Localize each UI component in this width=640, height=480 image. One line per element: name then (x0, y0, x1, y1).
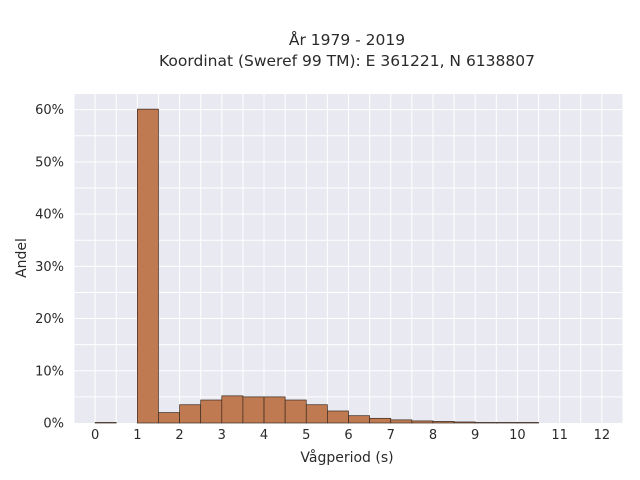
y-axis-label: Andel (14, 238, 30, 278)
histogram-bar (242, 396, 265, 424)
histogram-bar (179, 404, 202, 424)
y-tick-labels: 0% 10% 20% 30% 40% 50% 60% (35, 103, 64, 431)
y-tick-label: 30% (35, 260, 64, 275)
histogram-bar (453, 421, 476, 424)
histogram-bar (432, 421, 455, 424)
x-tick-label: 1 (133, 428, 141, 443)
histogram-bar (200, 399, 223, 424)
x-tick-label: 0 (91, 428, 99, 443)
x-tick-label: 2 (175, 428, 183, 443)
histogram-bar (94, 422, 117, 424)
grid-lines (73, 94, 624, 423)
y-tick-label: 60% (35, 103, 64, 118)
y-tick-label: 20% (35, 312, 64, 327)
histogram-bar (517, 422, 539, 424)
x-tick-label: 11 (551, 428, 568, 443)
histogram-bar (136, 108, 159, 424)
histogram-bar (221, 395, 244, 424)
histogram-bar (263, 396, 286, 424)
histogram-bar (369, 417, 392, 424)
histogram-bar (495, 422, 518, 424)
y-tick-label: 40% (35, 208, 64, 223)
x-axis-label: Vågperiod (s) (300, 449, 393, 466)
y-tick-label: 10% (35, 364, 64, 379)
histogram-bar (474, 422, 497, 424)
y-tick-label: 0% (43, 417, 64, 432)
x-tick-label: 8 (429, 428, 437, 443)
x-tick-label: 4 (260, 428, 268, 443)
histogram-bar (411, 420, 434, 424)
x-tick-label: 10 (509, 428, 526, 443)
x-tick-labels: 0 1 2 3 4 5 6 7 8 9 10 11 12 (91, 428, 610, 443)
x-tick-label: 6 (344, 428, 352, 443)
histogram-bar (284, 399, 307, 424)
chart-subtitle: Koordinat (Sweref 99 TM): E 361221, N 61… (159, 52, 535, 70)
y-tick-label: 50% (35, 155, 64, 170)
bars (94, 108, 539, 424)
x-tick-label: 3 (218, 428, 226, 443)
histogram-bar (390, 419, 413, 424)
histogram-bar (305, 404, 328, 424)
x-tick-label: 9 (471, 428, 479, 443)
histogram-bar (348, 415, 370, 424)
x-tick-label: 12 (594, 428, 611, 443)
chart-title: År 1979 - 2019 (289, 30, 405, 49)
histogram-bar (327, 410, 349, 424)
histogram-bar (158, 412, 180, 424)
x-tick-label: 7 (387, 428, 395, 443)
x-tick-label: 5 (302, 428, 310, 443)
